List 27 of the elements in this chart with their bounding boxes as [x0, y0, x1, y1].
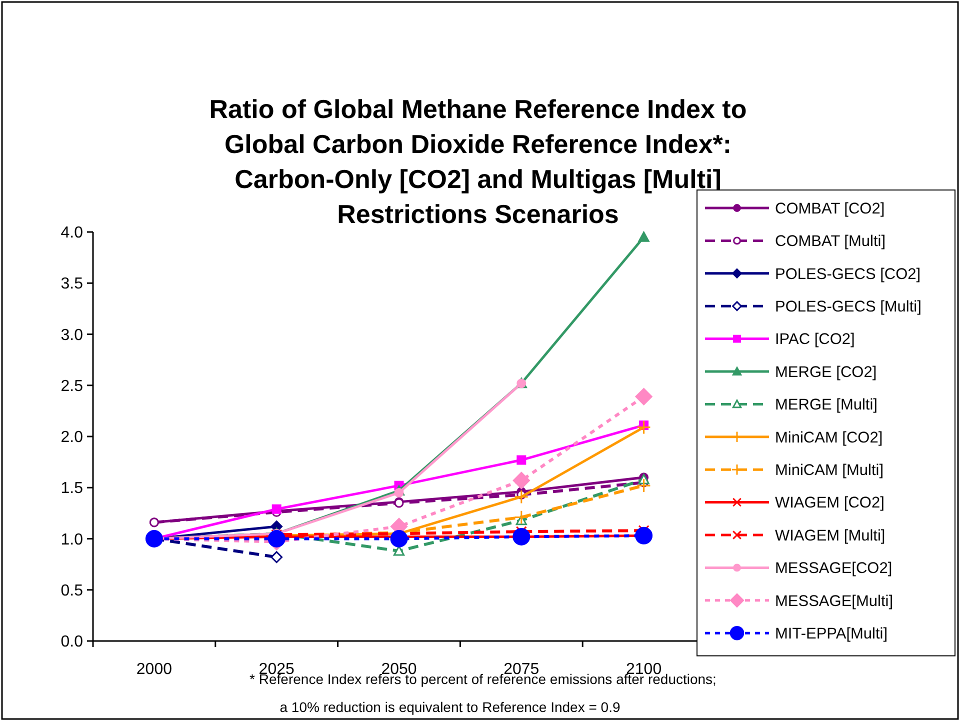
- y-tick-label: 2.5: [60, 378, 84, 395]
- legend-label: WIAGEM [Multi]: [775, 527, 886, 544]
- y-tick-label: 1.5: [60, 480, 84, 498]
- y-tick-label: 4.0: [60, 224, 84, 242]
- y-tick-label: 0.5: [60, 582, 84, 600]
- legend-label: COMBAT [Multi]: [775, 233, 886, 250]
- legend-label: MESSAGE[CO2]: [775, 560, 892, 578]
- legend-label: MERGE [CO2]: [775, 364, 877, 381]
- legend-label: POLES-GECS [Multi]: [775, 298, 922, 316]
- legend-label: MESSAGE[Multi]: [775, 592, 893, 610]
- text: a 10% reduction is equivalent to Reference Index = 0.9: [280, 699, 620, 715]
- chart-title: Ratio of Global Methane Reference Index to Global Carbon Dioxide Reference Index*: Carbon-Only [CO2] and Multigas [Multi] Restrictions Scenarios: [209, 94, 747, 229]
- legend-label: WIAGEM [CO2]: [775, 494, 884, 512]
- legend-label: MiniCAM [CO2]: [775, 429, 883, 446]
- legend-label: COMBAT [CO2]: [775, 200, 885, 218]
- legend-label: MIT-EPPA[Multi]: [775, 626, 888, 643]
- legend-label: IPAC [CO2]: [775, 331, 855, 348]
- y-tick-label: 2.0: [60, 429, 84, 446]
- y-tick-label: 1.0: [60, 531, 84, 548]
- y-tick-label: 0.0: [60, 634, 84, 651]
- legend-label: MiniCAM [Multi]: [775, 462, 884, 480]
- x-tick-label: 2075: [504, 661, 540, 678]
- x-tick-label: 2000: [136, 661, 172, 678]
- y-tick-label: 3.5: [60, 276, 84, 293]
- y-tick-label: 3.0: [60, 326, 84, 344]
- legend-label: POLES-GECS [CO2]: [775, 266, 921, 283]
- legend-label: MERGE [Multi]: [775, 396, 878, 414]
